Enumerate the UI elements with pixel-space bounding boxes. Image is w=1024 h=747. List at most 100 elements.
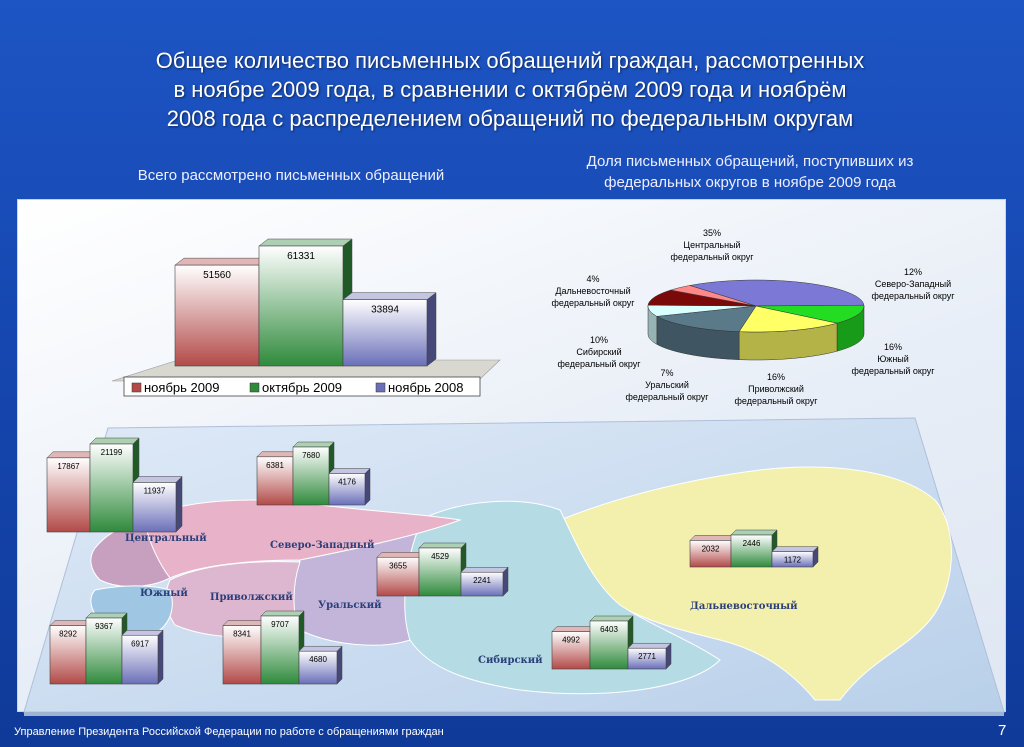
legend-label: октябрь 2009 — [262, 380, 342, 395]
bar-value-label: 1172 — [784, 556, 802, 565]
pie-label: 16% Приволжский федеральный округ — [734, 372, 818, 406]
bar-value-label: 11937 — [144, 486, 166, 495]
pie-label-line: 12% — [904, 267, 922, 277]
pie-label-line: 10% — [590, 335, 608, 345]
map-label-ural: Уральский — [318, 600, 382, 611]
map-label-south: Южный — [140, 588, 188, 599]
legend-swatch — [249, 382, 260, 393]
bar-total-2: 33894 — [342, 292, 437, 367]
pie-label-line: федеральный округ — [670, 252, 754, 262]
bar-value-label: 33894 — [371, 305, 399, 316]
bar-value-label: 4529 — [431, 552, 449, 561]
pie-label-line: Сибирский — [576, 347, 621, 357]
title-line: 2008 года с распределением обращений по … — [166, 106, 854, 131]
pie-slice-6 — [670, 285, 757, 307]
title-line: в ноябре 2009 года, в сравнении с октябр… — [173, 77, 847, 102]
district-chart-4: 3655 4529 2241 — [376, 542, 509, 597]
bar-d1-1: 7680 — [292, 441, 335, 506]
bar-value-label: 9367 — [95, 622, 113, 631]
district-chart-5: 4992 6403 2771 — [551, 615, 672, 670]
bar-chart-subtitle: Всего рассмотрено письменных обращений — [137, 167, 445, 184]
pie-slice-5 — [647, 289, 757, 307]
map-label-volga: Приволжский — [210, 592, 293, 603]
legend-swatch — [375, 382, 386, 393]
pie-label-line: федеральный округ — [871, 291, 955, 301]
bar-total-1: 61331 — [258, 238, 353, 367]
pie-label: 4% Дальневосточный федеральный округ — [551, 274, 635, 308]
subtitle-line: федеральных округов в ноябре 2009 года — [604, 174, 896, 191]
bar-d5-0: 4992 — [551, 625, 596, 670]
map-label-far-east: Дальневосточный — [690, 601, 798, 612]
pie-slice-4 — [647, 304, 757, 317]
bar-value-label: 2032 — [702, 544, 720, 553]
bar-value-label: 17867 — [57, 462, 80, 471]
bar-d1-2: 4176 — [328, 467, 371, 506]
district-chart-0: 17867 21199 11937 — [46, 437, 183, 533]
pie-slice-3 — [656, 305, 757, 332]
pie-label: 16% Южный федеральный округ — [851, 342, 935, 376]
legend-swatch — [131, 382, 142, 393]
district-chart-6: 2032 2446 1172 — [689, 529, 819, 568]
title-line: Общее количество письменных обращений гр… — [155, 48, 865, 73]
bar-d6-1: 2446 — [730, 529, 778, 568]
bar-value-label: 9707 — [271, 620, 289, 629]
subtitle-line: Доля письменных обращений, поступивших и… — [586, 153, 914, 170]
bar-value-label: 2241 — [473, 576, 491, 585]
bar-total-0: 51560 — [174, 257, 269, 367]
pie-label-line: Дальневосточный — [555, 286, 630, 296]
pie-label-line: 7% — [660, 368, 673, 378]
pie-label: 12% Северо-Западный федеральный округ — [871, 267, 955, 301]
bar-d2-2: 6917 — [121, 629, 164, 685]
pie-slice-0 — [689, 279, 865, 307]
pie-label-line: федеральный округ — [625, 392, 709, 402]
bar-d5-2: 2771 — [627, 642, 672, 670]
district-share-pie-chart: 35% Центральный федеральный округ 12% Северо… — [551, 228, 955, 406]
bar-value-label: 6381 — [266, 461, 284, 470]
bar-value-label: 8292 — [59, 630, 77, 639]
bar-value-label: 4992 — [562, 636, 580, 645]
bar-value-label: 2771 — [638, 652, 656, 661]
bar-d0-2: 11937 — [132, 475, 183, 533]
bar-d1-0: 6381 — [256, 451, 299, 506]
pie-slice-1 — [755, 304, 865, 324]
bar-d3-1: 9707 — [260, 610, 305, 685]
bar-d0-1: 21199 — [89, 437, 140, 533]
slide-title: Общее количество письменных обращений гр… — [60, 46, 960, 133]
district-chart-1: 6381 7680 4176 — [256, 441, 371, 506]
pie-label-line: федеральный округ — [734, 396, 818, 406]
pie-label-line: Северо-Западный — [875, 279, 951, 289]
bar-value-label: 4176 — [338, 477, 356, 486]
bar-d6-2: 1172 — [771, 546, 819, 568]
bar-value-label: 6917 — [131, 639, 149, 648]
bar-value-label: 51560 — [203, 270, 231, 281]
bar-d6-0: 2032 — [689, 534, 737, 568]
map-label-north-west: Северо-Западный — [270, 540, 375, 551]
chart-legend: ноябрь 2009 октябрь 2009 ноябрь 2008 — [123, 376, 481, 397]
pie-label-line: 16% — [767, 372, 785, 382]
legend-label: ноябрь 2009 — [144, 380, 219, 395]
page-number: 7 — [998, 722, 1007, 739]
bar-d4-2: 2241 — [460, 566, 509, 597]
pie-label: 10% Сибирский федеральный округ — [557, 335, 641, 369]
pie-label-line: Приволжский — [748, 384, 804, 394]
map-label-siberia: Сибирский — [478, 655, 543, 666]
bar-d2-1: 9367 — [85, 612, 128, 685]
bar-d3-2: 4680 — [298, 645, 343, 685]
pie-label-line: 16% — [884, 342, 902, 352]
pie-label: 7% Уральский федеральный округ — [625, 368, 709, 402]
bar-value-label: 6403 — [600, 625, 618, 634]
pie-label-line: 4% — [586, 274, 599, 284]
bar-value-label: 8341 — [233, 630, 251, 639]
bar-d5-1: 6403 — [589, 615, 634, 670]
bar-d2-0: 8292 — [49, 619, 92, 685]
legend-label: ноябрь 2008 — [388, 380, 463, 395]
pie-chart-subtitle: Доля письменных обращений, поступивших и… — [520, 151, 980, 193]
district-chart-3: 8341 9707 4680 — [222, 610, 343, 685]
pie-label-line: федеральный округ — [851, 366, 935, 376]
pie-label: 35% Центральный федеральный округ — [670, 228, 754, 262]
pie-label-line: федеральный округ — [557, 359, 641, 369]
pie-label-line: Центральный — [683, 240, 740, 250]
